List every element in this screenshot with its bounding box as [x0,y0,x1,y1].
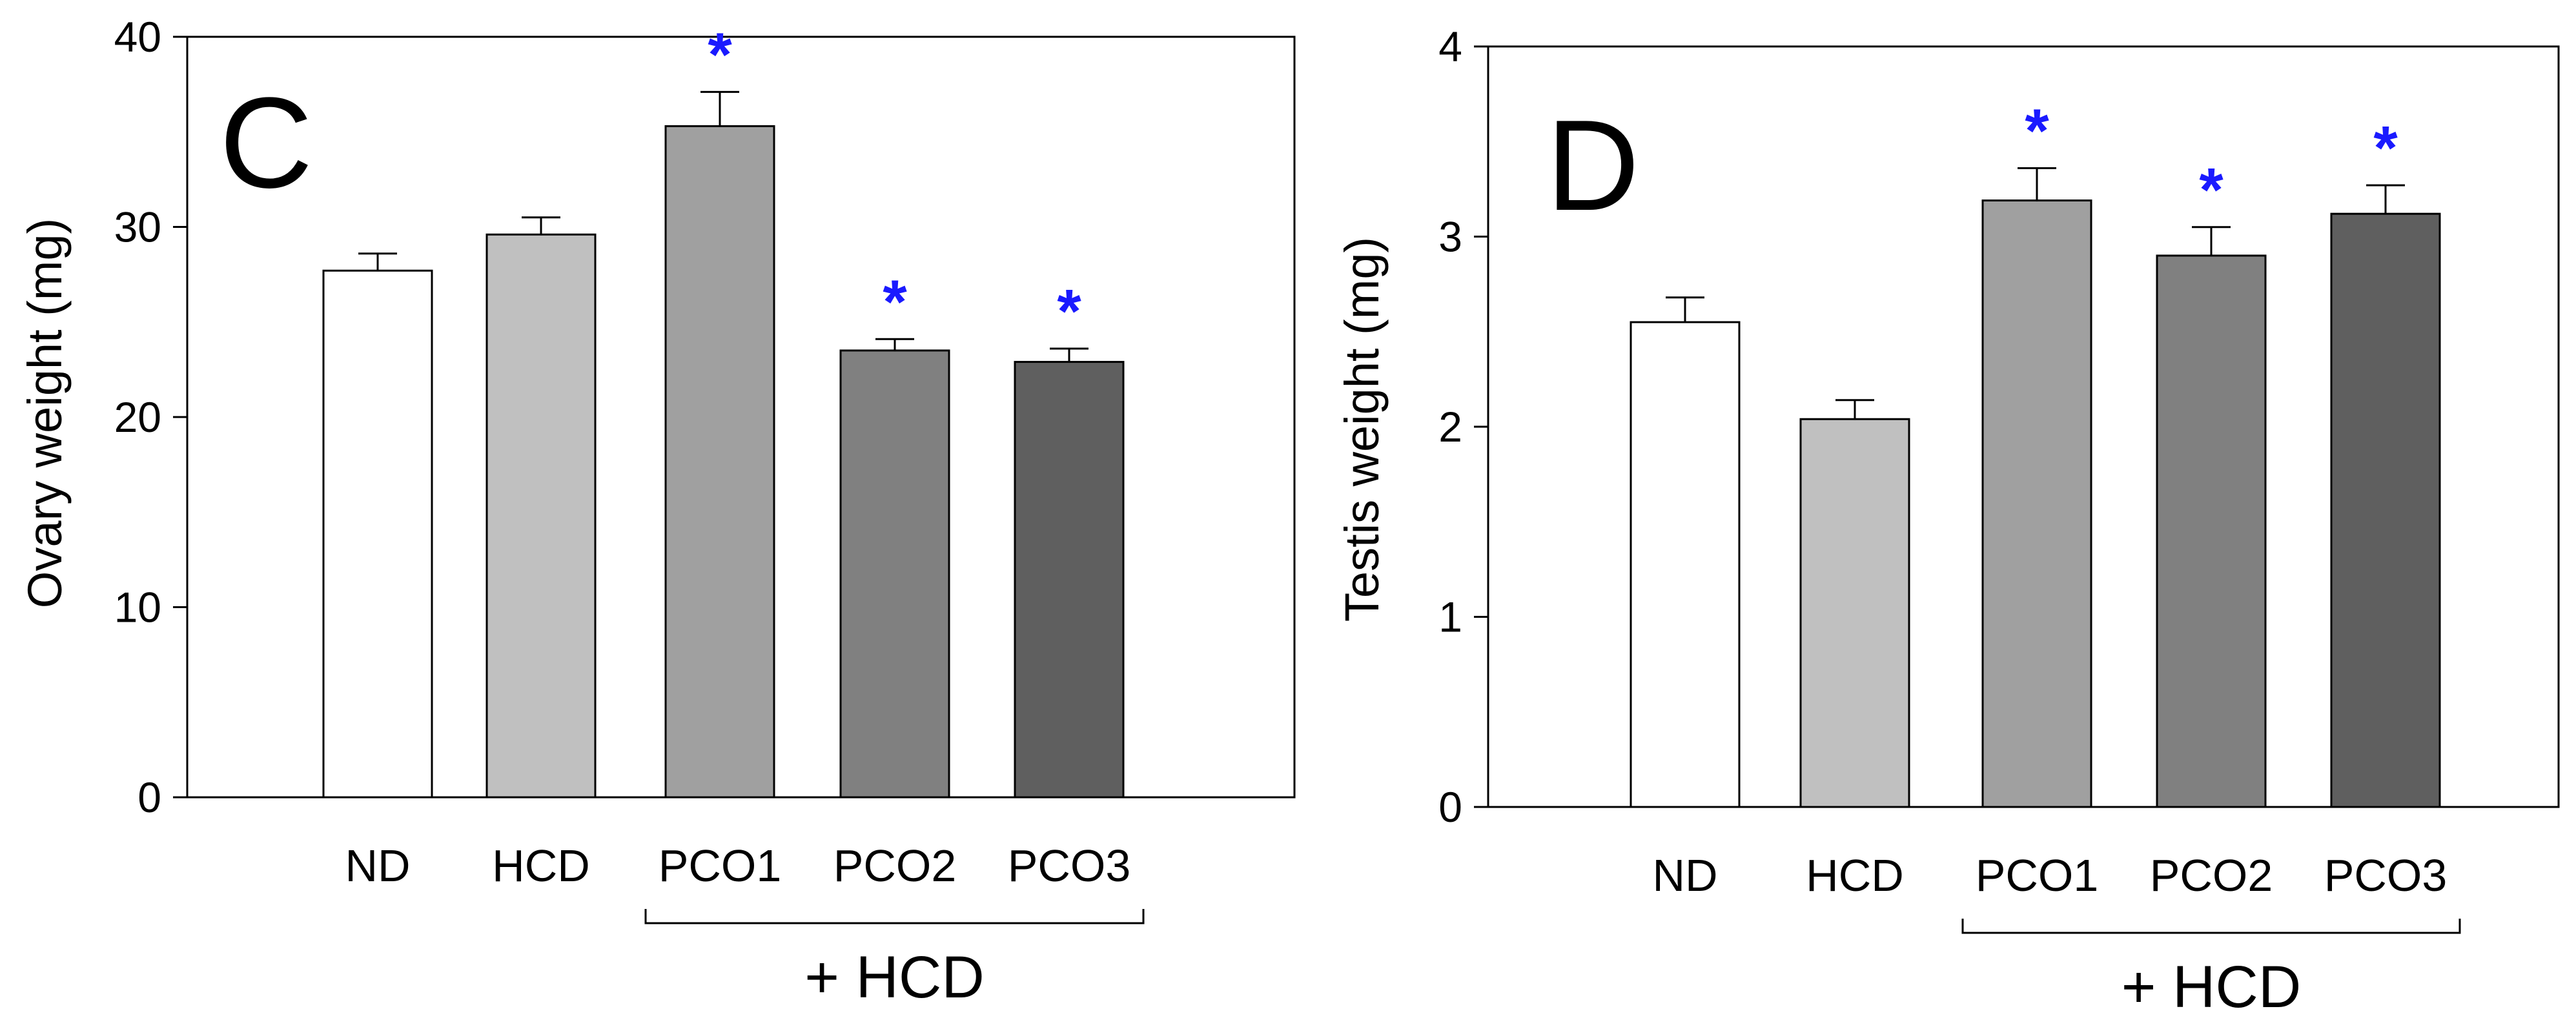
bar-pco3 [2330,212,2441,808]
panel-label: C [220,71,312,215]
significance-star: * [2199,156,2223,225]
y-tick-label: 2 [1438,403,1462,451]
y-tick-label: 4 [1438,23,1462,70]
bar-pco2 [2156,254,2267,808]
bar-pco1 [1981,199,2092,808]
significance-star: * [2025,96,2049,165]
y-tick-label: 30 [114,203,161,251]
x-tick-label: PCO2 [2150,850,2273,901]
x-tick-label: PCO3 [2324,850,2448,901]
bar-pco1 [664,125,775,799]
y-tick-label: 1 [1438,593,1462,641]
y-tick-label: 10 [114,584,161,631]
panel-label: D [1546,94,1639,238]
significance-star: * [708,20,732,89]
y-tick-label: 0 [138,773,161,821]
y-tick-label: 3 [1438,213,1462,261]
bar-hcd [486,233,597,799]
chart-testis-weight: D Testis weight (mg) 0 1 2 3 4 ND HCD * PCO1 * PCO… [1335,23,2560,1020]
bar-nd [322,269,433,799]
bar-hcd [1799,418,1910,808]
y-tick-label: 0 [1438,783,1462,831]
bar-nd [1630,321,1741,808]
y-axis-label: Ovary weight (mg) [18,218,72,608]
bar-pco3 [1014,361,1125,799]
bar-pco2 [839,349,950,799]
x-tick-label: PCO1 [1976,850,2099,901]
chart-ovary-weight: C Ovary weight (mg) 0 10 20 30 40 ND HCD * PCO1 *… [18,13,1296,1010]
group-bracket [644,909,1145,924]
x-tick-label: HCD [492,841,590,891]
significance-star: * [1057,277,1081,346]
significance-star: * [2373,114,2398,183]
significance-star: * [883,267,907,336]
y-axis-label: Testis weight (mg) [1335,237,1389,622]
x-tick-label: HCD [1806,850,1904,901]
x-tick-label: ND [1652,850,1717,901]
x-tick-label: PCO3 [1008,841,1131,891]
group-bracket [1961,919,2461,934]
y-tick-label: 20 [114,393,161,441]
x-tick-label: PCO2 [833,841,957,891]
y-tick-label: 40 [114,13,161,61]
group-bracket-label: + HCD [2121,954,2302,1020]
group-bracket-label: + HCD [804,944,985,1010]
x-tick-label: ND [345,841,410,891]
x-tick-label: PCO1 [659,841,782,891]
